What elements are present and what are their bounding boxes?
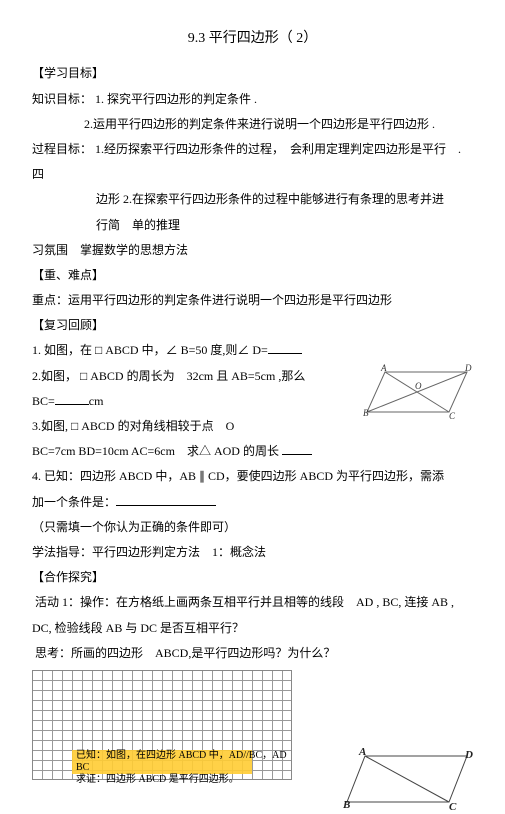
- process-1: 1.经历探索平行四边形条件的过程， 会利用定理判定四边形是平行 .四: [32, 142, 461, 181]
- blank: [116, 493, 216, 506]
- process-1b: 边形 2.在探索平行四边形条件的过程中能够进行有条理的思考并进: [32, 187, 473, 212]
- label-c: C: [449, 411, 456, 421]
- act1a-text: 活动 1：操作：在方格纸上画两条互相平行并且相等的线段 AD , BC, 连接 …: [35, 595, 454, 609]
- q4b: 加一个条件是：: [32, 495, 116, 509]
- grid-highlight-text: 已知：如图，在四边形 ABCD 中，AD//BC，AD BC 求证：四边形 AB…: [76, 750, 292, 786]
- q4b-row: 加一个条件是：: [32, 490, 473, 515]
- q2b: BC=: [32, 394, 55, 408]
- atmosphere: 习氛围 掌握数学的思想方法: [32, 238, 473, 263]
- blank: [268, 341, 302, 354]
- label-d: D: [464, 364, 472, 373]
- knowledge-label: 知识目标：: [32, 92, 92, 106]
- q4c: （只需填一个你认为正确的条件即可）: [32, 515, 473, 540]
- q3b-row: BC=7cm BD=10cm AC=6cm 求△ AOD 的周长: [32, 439, 473, 464]
- blank: [282, 442, 312, 455]
- label-b: B: [363, 408, 369, 418]
- think-text: 思考：所画的四边形 ABCD,是平行四边形吗？为什么？: [35, 646, 335, 660]
- q2c: cm: [89, 394, 104, 408]
- label-a: A: [380, 364, 387, 373]
- label-o: O: [415, 381, 422, 391]
- q4a: 4. 已知：四边形 ABCD 中，AB ∥ CD，要使四边形 ABCD 为平行四…: [32, 464, 473, 489]
- activity-1a: 活动 1：操作：在方格纸上画两条互相平行并且相等的线段 AD , BC, 连接 …: [32, 590, 473, 615]
- parallelogram-diagram-2: A D B C: [343, 748, 473, 814]
- blank: [55, 392, 89, 405]
- section-cooperate: 【合作探究】: [32, 565, 473, 590]
- label-d: D: [464, 749, 473, 761]
- q1: 1. 如图，在 □ ABCD 中，∠ B=50 度,则∠ D=: [32, 338, 473, 363]
- grid-hl-1: 已知：如图，在四边形 ABCD 中，AD//BC，AD BC: [76, 750, 292, 774]
- grid-paper: 已知：如图，在四边形 ABCD 中，AD//BC，AD BC 求证：四边形 AB…: [32, 670, 292, 780]
- knowledge-row: 知识目标： 1. 探究平行四边形的判定条件 .: [32, 87, 473, 112]
- section-objectives: 【学习目标】: [32, 61, 473, 86]
- difficulty-text: 重点：运用平行四边形的判定条件进行说明一个四边形是平行四边形: [32, 288, 473, 313]
- section-difficulty: 【重、难点】: [32, 263, 473, 288]
- method-guide: 学法指导：平行四边形判定方法 1：概念法: [32, 540, 473, 565]
- parallelogram-diagram-1: A D B C O: [363, 364, 473, 424]
- knowledge-2: 2.运用平行四边形的判定条件来进行说明一个四边形是平行四边形 .: [32, 112, 473, 137]
- label-c: C: [449, 801, 457, 813]
- process-label: 过程目标：: [32, 142, 92, 156]
- label-a: A: [358, 748, 366, 758]
- activity-1b: DC, 检验线段 AB 与 DC 是否互相平行？: [32, 616, 473, 641]
- grid-hl-2: 求证：四边形 ABCD 是平行四边形。: [76, 774, 292, 786]
- section-review: 【复习回顾】: [32, 313, 473, 338]
- label-b: B: [343, 799, 350, 811]
- process-1c: 行简 单的推理: [32, 213, 473, 238]
- page-title: 9.3 平行四边形（ 2）: [32, 24, 473, 53]
- q3b: BC=7cm BD=10cm AC=6cm 求△ AOD 的周长: [32, 444, 279, 458]
- knowledge-1: 1. 探究平行四边形的判定条件 .: [95, 92, 257, 106]
- q1-text: 1. 如图，在 □ ABCD 中，∠ B=50 度,则∠ D=: [32, 343, 268, 357]
- think: 思考：所画的四边形 ABCD,是平行四边形吗？为什么？: [32, 641, 473, 666]
- process-row: 过程目标： 1.经历探索平行四边形条件的过程， 会利用定理判定四边形是平行 .四: [32, 137, 473, 187]
